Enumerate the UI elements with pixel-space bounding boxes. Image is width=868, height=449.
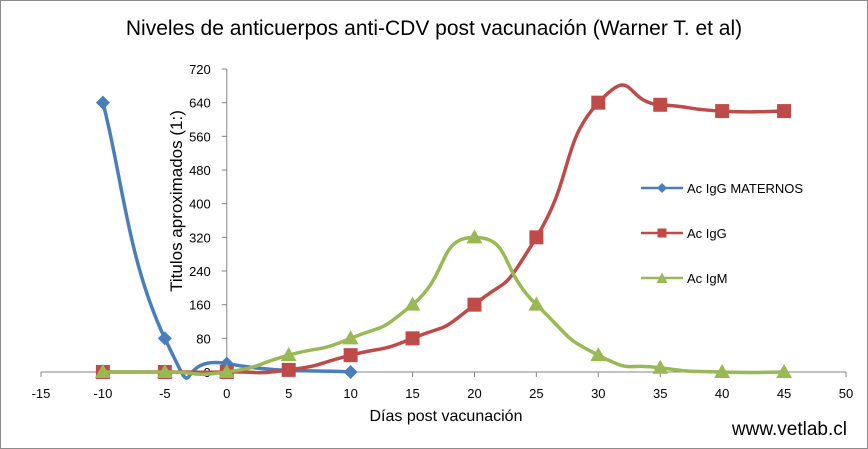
x-tick-label: 5 [285,386,292,401]
x-axis-label: Días post vacunación [369,408,523,425]
data-point-triangle [652,359,669,374]
data-point-square [715,104,730,119]
data-point-square [405,331,420,346]
legend-label: Ac IgG [687,225,727,241]
y-tick-label: 400 [189,197,211,212]
x-tick-label: 35 [653,386,667,401]
x-tick-label: -5 [159,386,171,401]
y-tick-label: 240 [189,264,211,279]
x-tick-label: -15 [32,386,51,401]
data-point-triangle [404,296,421,311]
data-point-square [467,297,482,312]
data-point-triangle [714,364,731,378]
data-point-triangle [156,364,173,378]
data-point-triangle [280,347,297,362]
y-tick-label: 480 [189,163,211,178]
data-point-square [591,95,606,110]
x-tick-label: 30 [591,386,605,401]
legend-label: Ac IgG MATERNOS [687,180,804,196]
data-point-triangle [342,330,359,345]
x-tick-label: -10 [94,386,113,401]
legend-label: Ac IgM [687,270,728,286]
legend-item-maternos: Ac IgG MATERNOS [641,177,803,199]
y-tick-label: 160 [189,298,211,313]
data-point-triangle [218,364,235,378]
data-point-triangle [466,229,483,244]
data-point-diamond [343,365,358,379]
series-ac-igm [94,229,793,378]
square-marker-icon [641,228,683,238]
x-tick-label: 0 [223,386,230,401]
series-group [94,83,793,380]
triangle-marker-icon [641,272,683,283]
data-point-square [777,104,792,119]
y-tick-label: 560 [189,129,211,144]
x-tick-label: 15 [405,386,419,401]
x-tick-label: 40 [715,386,729,401]
x-tick-label: 10 [343,386,357,401]
legend-item-igg: Ac IgG [641,222,803,244]
data-point-diamond [95,95,110,110]
legend-item-igm: Ac IgM [641,267,803,289]
diamond-marker-icon [641,183,683,193]
y-axis-label: Titulos aproximados (1:) [167,110,186,292]
y-tick-label: 80 [196,331,210,346]
chart-title: Niveles de anticuerpos anti-CDV post vac… [125,17,743,40]
data-point-square [281,362,296,377]
data-point-square [343,348,358,363]
y-tick-label: 640 [189,96,211,111]
data-point-diamond [157,331,172,346]
data-point-triangle [776,364,793,378]
y-tick-label: 720 [189,62,211,77]
x-tick-label: 20 [467,386,481,401]
site-credit: www.vetlab.cl [731,419,847,440]
x-tick-labels: -15 -10 -5 0 5 10 15 20 25 30 35 40 45 50 [32,386,854,401]
x-tick-label: 45 [777,386,791,401]
x-tick-label: 25 [529,386,543,401]
data-point-square [653,97,668,112]
data-point-square [529,230,544,245]
x-tick-label: 50 [839,386,853,401]
data-point-triangle [590,347,607,362]
y-tick-label: 320 [189,230,211,245]
data-point-triangle [528,296,545,311]
data-point-triangle [94,364,111,378]
legend: Ac IgG MATERNOS Ac IgG Ac IgM [641,177,803,312]
